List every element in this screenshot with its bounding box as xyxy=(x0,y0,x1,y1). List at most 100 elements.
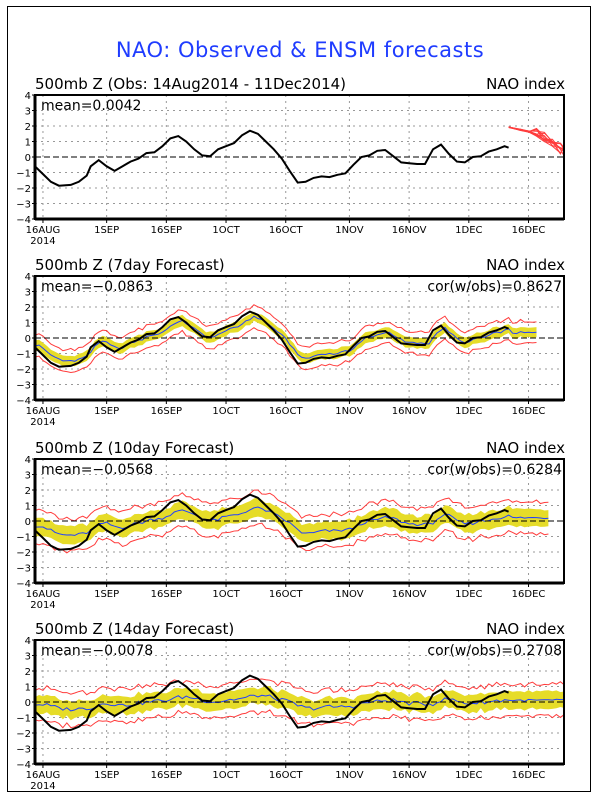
range-lower-line xyxy=(35,327,537,374)
y-tick-label: 0 xyxy=(25,698,31,709)
y-tick-label: −1 xyxy=(16,350,31,361)
panel-title: 500mb Z (7day Forecast) xyxy=(35,256,225,274)
plot-area xyxy=(35,126,564,187)
range-lower-line xyxy=(35,709,564,729)
y-tick-label: 3 xyxy=(25,288,31,299)
y-tick-label: −3 xyxy=(16,381,31,392)
y-tick-label: 4 xyxy=(25,272,31,283)
x-tick-label: 16NOV xyxy=(392,770,427,781)
x-tick-label: 1NOV xyxy=(335,225,364,236)
x-tick-label: 16OCT xyxy=(269,406,304,417)
spread-band xyxy=(35,686,564,721)
y-tick-label: −2 xyxy=(16,184,31,195)
x-tick-label: 1OCT xyxy=(212,225,240,236)
observed-line xyxy=(35,310,509,368)
y-tick-label: −4 xyxy=(16,760,31,771)
x-tick-label: 1DEC xyxy=(455,589,482,600)
plot-area xyxy=(35,304,564,374)
x-tick-label: 16AUG xyxy=(26,589,61,600)
x-tick-label: 16SEP xyxy=(151,770,182,781)
x-tick-label: 16NOV xyxy=(392,225,427,236)
y-tick-label: 1 xyxy=(25,319,31,330)
mean-label: mean=0.0042 xyxy=(41,98,141,114)
correlation-label: cor(w/obs)=0.6284 xyxy=(427,462,562,478)
x-tick-label: 16OCT xyxy=(269,589,304,600)
x-tick-label: 1OCT xyxy=(212,589,240,600)
x-tick-label: 1DEC xyxy=(455,406,482,417)
mean-label: mean=−0.0078 xyxy=(41,643,153,659)
panel-title: 500mb Z (Obs: 14Aug2014 - 11Dec2014) xyxy=(35,75,346,93)
y-tick-label: 1 xyxy=(25,683,31,694)
y-tick-label: 4 xyxy=(25,91,31,102)
y-tick-label: −1 xyxy=(16,533,31,544)
y-tick-label: −3 xyxy=(16,200,31,211)
x-tick-label: 16DEC xyxy=(512,225,546,236)
mean-label: mean=−0.0568 xyxy=(41,462,153,478)
x-tick-year: 2014 xyxy=(30,600,55,611)
x-tick-label: 1NOV xyxy=(335,770,364,781)
y-tick-label: 2 xyxy=(25,667,31,678)
x-tick-label: 16SEP xyxy=(151,589,182,600)
x-tick-label: 1SEP xyxy=(94,225,119,236)
x-tick-label: 16OCT xyxy=(269,225,304,236)
correlation-label: cor(w/obs)=0.8627 xyxy=(427,279,562,295)
y-tick-label: 4 xyxy=(25,636,31,647)
panel-title: 500mb Z (10day Forecast) xyxy=(35,439,234,457)
y-tick-label: −3 xyxy=(16,745,31,756)
y-tick-label: 0 xyxy=(25,153,31,164)
y-tick-label: 1 xyxy=(25,502,31,513)
ensemble-mean-line xyxy=(35,506,549,536)
y-tick-label: −3 xyxy=(16,564,31,575)
correlation-label: cor(w/obs)=0.2708 xyxy=(427,643,562,659)
ensemble-mean-line xyxy=(35,315,537,362)
panel-right-title: NAO index xyxy=(486,620,565,638)
x-tick-label: 16AUG xyxy=(26,406,61,417)
y-tick-label: 1 xyxy=(25,138,31,149)
x-tick-label: 16AUG xyxy=(26,225,61,236)
x-tick-label: 1SEP xyxy=(94,406,119,417)
range-upper-line xyxy=(35,678,564,696)
y-tick-label: −4 xyxy=(16,215,31,226)
x-tick-label: 1NOV xyxy=(335,589,364,600)
x-tick-label: 16DEC xyxy=(512,406,546,417)
x-tick-label: 16DEC xyxy=(512,589,546,600)
x-tick-label: 16NOV xyxy=(392,406,427,417)
x-tick-label: 1OCT xyxy=(212,406,240,417)
x-tick-year: 2014 xyxy=(30,417,55,428)
y-tick-label: −1 xyxy=(16,714,31,725)
x-tick-label: 16SEP xyxy=(151,406,182,417)
range-upper-line xyxy=(35,489,549,522)
panel-right-title: NAO index xyxy=(486,439,565,457)
y-tick-label: 2 xyxy=(25,122,31,133)
x-tick-label: 1DEC xyxy=(455,225,482,236)
observed-line xyxy=(35,493,509,551)
panel-3: 500mb Z (10day Forecast) NAO index 4 3 2 1 0 −1… xyxy=(16,439,565,611)
plot-area xyxy=(35,489,564,554)
x-tick-label: 1OCT xyxy=(212,770,240,781)
y-tick-label: −1 xyxy=(16,169,31,180)
panel-right-title: NAO index xyxy=(486,75,565,93)
x-tick-year: 2014 xyxy=(30,236,55,247)
range-lower-line xyxy=(35,522,549,554)
panel-title: 500mb Z (14day Forecast) xyxy=(35,620,234,638)
x-tick-label: 1NOV xyxy=(335,406,364,417)
x-tick-label: 16AUG xyxy=(26,770,61,781)
panel-4: 500mb Z (14day Forecast) NAO index 4 3 2 1 0 −1… xyxy=(16,620,565,792)
y-tick-label: 0 xyxy=(25,334,31,345)
figure-frame xyxy=(7,6,591,792)
y-tick-label: 3 xyxy=(25,107,31,118)
y-tick-label: 2 xyxy=(25,486,31,497)
x-tick-year: 2014 xyxy=(30,781,55,792)
y-tick-label: −2 xyxy=(16,365,31,376)
plot-area xyxy=(35,674,564,732)
x-tick-label: 1DEC xyxy=(455,770,482,781)
y-tick-label: 2 xyxy=(25,303,31,314)
y-tick-label: 0 xyxy=(25,517,31,528)
y-tick-label: −4 xyxy=(16,579,31,590)
y-tick-label: −2 xyxy=(16,729,31,740)
figure-title: NAO: Observed & ENSM forecasts xyxy=(115,38,485,62)
x-tick-label: 16SEP xyxy=(151,225,182,236)
x-tick-label: 16NOV xyxy=(392,589,427,600)
observed-line xyxy=(35,129,509,187)
